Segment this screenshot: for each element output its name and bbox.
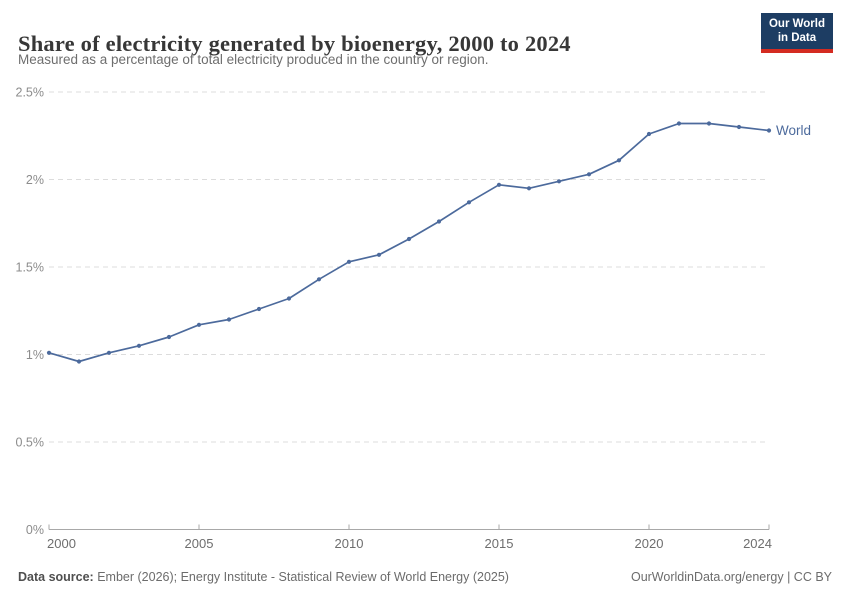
chart-footer: Data source: Ember (2026); Energy Instit… bbox=[18, 570, 832, 584]
data-point-marker bbox=[106, 350, 112, 355]
data-point-marker bbox=[256, 306, 262, 312]
data-source-note: Data source: Ember (2026); Energy Instit… bbox=[18, 570, 509, 584]
data-point-marker bbox=[496, 182, 502, 187]
data-source-text: Ember (2026); Energy Institute - Statist… bbox=[93, 570, 509, 584]
y-tick-label: 2.5% bbox=[16, 86, 45, 100]
data-point-marker bbox=[766, 128, 772, 133]
data-point-marker bbox=[736, 124, 742, 130]
owid-logo-line2: in Data bbox=[777, 31, 817, 44]
data-point-marker bbox=[526, 186, 532, 191]
data-point-marker bbox=[586, 172, 592, 177]
data-point-marker bbox=[556, 179, 562, 184]
x-tick-label: 2000 bbox=[47, 536, 76, 551]
data-source-label: Data source: bbox=[18, 570, 94, 584]
data-point-marker bbox=[226, 317, 232, 322]
y-tick-label: 1.5% bbox=[16, 261, 45, 275]
y-tick-label: 1% bbox=[26, 348, 44, 362]
data-point-marker bbox=[466, 200, 472, 205]
data-point-marker bbox=[646, 131, 652, 137]
data-point-marker bbox=[316, 277, 322, 282]
y-tick-label: 0.5% bbox=[16, 436, 45, 450]
data-point-marker bbox=[376, 252, 382, 257]
y-tick-label: 2% bbox=[26, 173, 44, 187]
data-point-marker bbox=[76, 359, 82, 364]
data-point-marker bbox=[166, 334, 172, 340]
data-point-marker bbox=[196, 322, 202, 327]
chart-subtitle: Measured as a percentage of total electr… bbox=[18, 52, 489, 67]
world-series-line[interactable] bbox=[48, 122, 770, 363]
x-tick-label: 2010 bbox=[335, 536, 364, 551]
y-tick-label: 0% bbox=[26, 523, 44, 537]
x-tick-label: 2024 bbox=[743, 536, 772, 551]
data-point-marker bbox=[286, 296, 292, 301]
x-tick-label: 2005 bbox=[185, 536, 214, 551]
data-point-marker bbox=[706, 121, 712, 126]
x-tick-label: 2015 bbox=[485, 536, 514, 551]
cc-by-link[interactable]: CC BY bbox=[793, 570, 832, 584]
x-tick-label: 2020 bbox=[635, 536, 664, 551]
data-point-marker bbox=[436, 219, 442, 224]
data-point-marker bbox=[46, 350, 52, 355]
footer-rights: OurWorldinData.org/energy | CC BY bbox=[631, 570, 832, 584]
page-title: Share of electricity generated by bioene… bbox=[18, 31, 571, 57]
data-point-marker bbox=[676, 121, 682, 126]
data-point-marker bbox=[406, 236, 412, 242]
series-label-world[interactable]: World bbox=[776, 123, 811, 138]
data-point-marker bbox=[616, 158, 622, 163]
footer-separator: | bbox=[783, 570, 794, 584]
data-point-marker bbox=[136, 343, 142, 348]
owid-logo-line1: Our World bbox=[768, 18, 825, 30]
data-point-marker bbox=[346, 259, 352, 264]
owid-logo[interactable]: Our World in Data bbox=[760, 13, 833, 53]
owid-url-link[interactable]: OurWorldinData.org/energy bbox=[630, 570, 784, 584]
